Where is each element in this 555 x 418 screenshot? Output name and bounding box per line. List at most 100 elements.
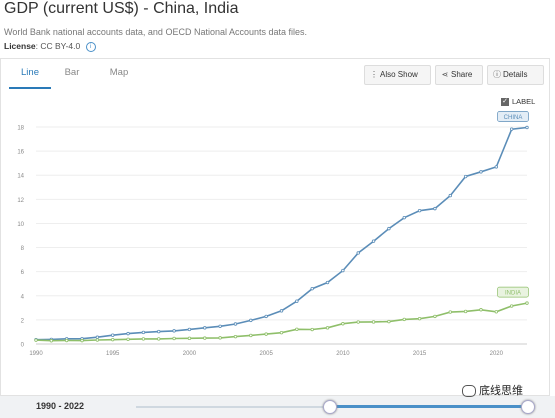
series-points xyxy=(34,125,529,343)
data-point-china xyxy=(371,239,376,243)
data-point-india xyxy=(417,316,422,321)
data-point-india xyxy=(64,338,69,343)
checkbox-checked-icon[interactable]: ✓ xyxy=(501,98,509,107)
grid xyxy=(36,126,527,345)
details-label: Details xyxy=(503,70,528,79)
chart-tabs: Line Bar Map xyxy=(1,59,549,89)
data-point-india xyxy=(111,337,115,342)
data-point-india xyxy=(295,327,299,331)
data-point-india xyxy=(233,334,238,339)
info-icon: ⓘ xyxy=(493,70,501,79)
series-lines xyxy=(35,126,528,342)
data-point-india xyxy=(80,338,84,343)
watermark: 底线思维 xyxy=(462,382,523,398)
data-point-india xyxy=(172,336,176,341)
y-tick-label: 6 xyxy=(21,270,25,276)
data-point-india xyxy=(463,309,468,314)
series-line-china xyxy=(35,126,528,341)
data-point-china xyxy=(448,193,452,198)
data-point-china xyxy=(187,327,192,332)
range-end-handle[interactable] xyxy=(521,400,535,414)
x-tick-label: 2015 xyxy=(413,351,427,357)
data-point-china xyxy=(494,165,499,169)
range-slider-fill xyxy=(329,405,527,408)
watermark-text: 底线思维 xyxy=(479,385,523,397)
x-tick-label: 1995 xyxy=(106,351,120,357)
source-note: World Bank national accounts data, and O… xyxy=(4,27,308,37)
data-point-china xyxy=(325,280,330,285)
data-point-india xyxy=(356,320,360,324)
tab-bar[interactable]: Bar xyxy=(64,67,80,78)
data-point-china xyxy=(111,333,115,337)
data-point-india xyxy=(141,337,146,341)
data-point-china xyxy=(264,314,268,319)
wechat-icon xyxy=(462,385,476,398)
y-axis: 0 2 4 6 8 10 12 14 16 18 xyxy=(17,126,24,349)
data-point-china xyxy=(279,309,284,313)
data-point-india xyxy=(494,310,499,314)
data-point-india xyxy=(203,336,207,340)
data-point-china xyxy=(249,318,253,323)
data-point-china xyxy=(218,324,222,328)
share-button[interactable]: ⋖ Share xyxy=(435,65,483,85)
data-point-india xyxy=(402,317,406,322)
data-point-india xyxy=(218,336,222,340)
info-icon[interactable]: i xyxy=(85,41,96,52)
x-tick-label: 2000 xyxy=(183,351,197,357)
data-point-india xyxy=(325,326,330,330)
also-show-button[interactable]: ⋮ Also Show xyxy=(364,65,431,85)
line-chart: 0 2 4 6 8 10 12 14 16 18 1990 1995 2000 2005 2010 2015… xyxy=(17,111,529,357)
data-point-india xyxy=(310,327,314,332)
x-tick-label: 2020 xyxy=(490,351,504,357)
data-point-india xyxy=(95,338,100,342)
data-point-china xyxy=(126,331,130,336)
data-point-china xyxy=(310,286,314,291)
label-toggle[interactable]: ✓ LABEL xyxy=(501,97,536,107)
range-start-handle[interactable] xyxy=(323,400,338,414)
x-tick-label: 2010 xyxy=(336,351,350,357)
data-point-china xyxy=(479,170,483,174)
data-point-china xyxy=(341,268,345,273)
series-label-box-india xyxy=(497,286,529,298)
data-point-china xyxy=(233,322,238,326)
y-tick-label: 8 xyxy=(21,246,25,252)
y-tick-label: 10 xyxy=(17,222,24,228)
data-point-india xyxy=(371,320,376,324)
tab-map[interactable]: Map xyxy=(109,67,129,78)
data-point-china xyxy=(525,125,529,130)
data-point-india xyxy=(387,319,391,324)
label-toggle-text: LABEL xyxy=(512,97,536,106)
tab-line[interactable]: Line xyxy=(9,59,51,89)
data-point-china xyxy=(402,215,406,220)
data-point-china xyxy=(141,330,146,335)
license-line: License: CC BY-4.0 i xyxy=(4,41,96,52)
share-label: Share xyxy=(451,70,473,79)
data-point-china xyxy=(387,226,391,231)
year-range-bar: 1990 - 2022 xyxy=(0,396,555,418)
data-point-india xyxy=(187,336,192,341)
y-tick-label: 16 xyxy=(17,150,24,156)
license-value: : CC BY-4.0 xyxy=(35,41,81,51)
data-point-india xyxy=(448,310,452,314)
page-title: GDP (current US$) - China, India xyxy=(4,0,239,17)
series-labels: CHINA INDIA xyxy=(497,111,529,298)
data-point-china xyxy=(172,329,176,333)
y-tick-label: 4 xyxy=(21,294,25,300)
y-tick-label: 14 xyxy=(17,174,24,180)
details-button[interactable]: ⓘ Details xyxy=(487,65,544,85)
data-point-india xyxy=(126,337,130,341)
data-point-china xyxy=(95,335,100,339)
data-point-china xyxy=(417,208,422,213)
y-tick-label: 2 xyxy=(21,318,25,324)
x-tick-label: 2005 xyxy=(259,351,273,357)
data-point-india xyxy=(479,308,483,312)
data-point-india xyxy=(525,301,529,305)
data-point-india xyxy=(157,337,161,341)
data-point-india xyxy=(49,339,54,343)
series-label-china: CHINA xyxy=(504,115,523,121)
data-point-china xyxy=(509,127,514,131)
range-label: 1990 - 2022 xyxy=(36,401,85,411)
data-point-india xyxy=(34,338,38,342)
data-point-china xyxy=(157,329,161,334)
data-point-china xyxy=(463,174,468,179)
